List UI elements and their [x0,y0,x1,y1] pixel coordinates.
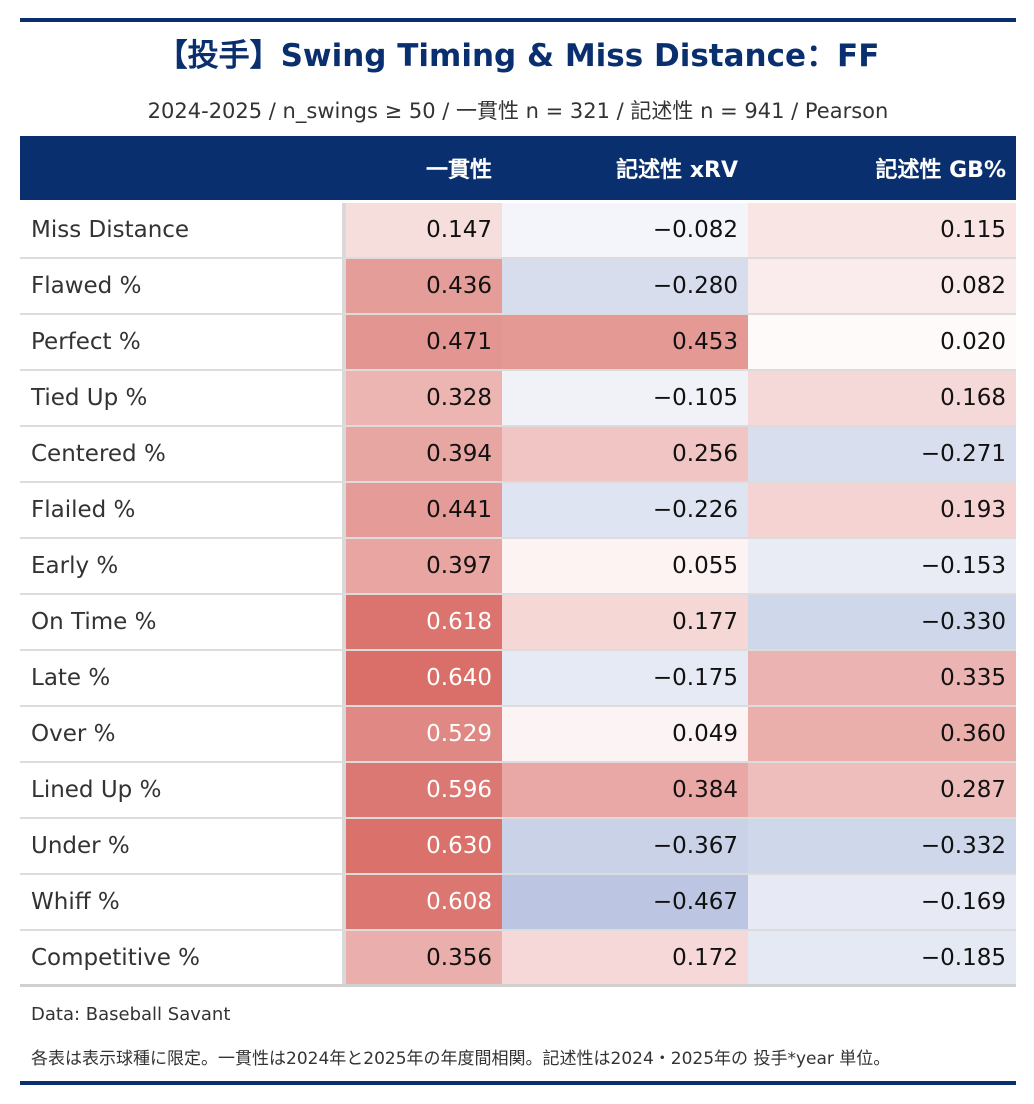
value-cell-gb: 0.082 [748,259,1016,313]
table-row: Over % 0.529 0.049 0.360 [20,707,1016,763]
value-cell-gb: −0.169 [748,875,1016,929]
row-separator [342,203,346,257]
value-cell-xrv: −0.175 [502,651,748,705]
table-row: Tied Up % 0.328 −0.105 0.168 [20,371,1016,427]
value-cell-gb: 0.168 [748,371,1016,425]
table-row: Perfect % 0.471 0.453 0.020 [20,315,1016,371]
row-label: On Time % [20,595,342,649]
row-separator [342,875,346,929]
column-header-xrv: 記述性 xRV [616,158,738,183]
value-cell-gb: −0.271 [748,427,1016,481]
value-cell-xrv: 0.172 [502,931,748,984]
table-row: Flailed % 0.441 −0.226 0.193 [20,483,1016,539]
value-cell-xrv: −0.105 [502,371,748,425]
table-row: Miss Distance 0.147 −0.082 0.115 [20,203,1016,259]
row-separator [342,931,346,984]
value-cell-consistency: 0.147 [346,203,502,257]
value-cell-consistency: 0.436 [346,259,502,313]
value-cell-gb: 0.360 [748,707,1016,761]
column-header-gb: 記述性 GB% [875,158,1006,183]
row-label: Late % [20,651,342,705]
row-separator [342,371,346,425]
bottom-rule [20,1081,1016,1085]
value-cell-gb: 0.287 [748,763,1016,817]
row-separator [342,763,346,817]
table-row: Flawed % 0.436 −0.280 0.082 [20,259,1016,315]
row-label: Centered % [20,427,342,481]
header-label-spacer [20,136,346,200]
row-separator [342,427,346,481]
row-separator [342,315,346,369]
table-row: On Time % 0.618 0.177 −0.330 [20,595,1016,651]
value-cell-xrv: 0.177 [502,595,748,649]
table-row: Lined Up % 0.596 0.384 0.287 [20,763,1016,819]
row-label: Perfect % [20,315,342,369]
value-cell-consistency: 0.630 [346,819,502,873]
row-separator [342,539,346,593]
row-separator [342,595,346,649]
value-cell-gb: −0.153 [748,539,1016,593]
value-cell-consistency: 0.397 [346,539,502,593]
row-separator [342,651,346,705]
row-label: Tied Up % [20,371,342,425]
value-cell-xrv: 0.256 [502,427,748,481]
row-label: Lined Up % [20,763,342,817]
value-cell-consistency: 0.596 [346,763,502,817]
top-rule [20,18,1016,22]
chart-subtitle: 2024-2025 / n_swings ≥ 50 / 一貫性 n = 321 … [147,99,889,123]
data-source: Data: Baseball Savant [31,1004,231,1025]
value-cell-consistency: 0.441 [346,483,502,537]
value-cell-consistency: 0.356 [346,931,502,984]
value-cell-gb: −0.332 [748,819,1016,873]
value-cell-xrv: −0.226 [502,483,748,537]
row-label: Whiff % [20,875,342,929]
value-cell-xrv: −0.467 [502,875,748,929]
row-label: Miss Distance [20,203,342,257]
value-cell-xrv: 0.453 [502,315,748,369]
value-cell-consistency: 0.608 [346,875,502,929]
value-cell-gb: 0.193 [748,483,1016,537]
table-body: Miss Distance 0.147 −0.082 0.115 Flawed % 0.4… [20,203,1016,987]
row-separator [342,819,346,873]
row-separator [342,259,346,313]
value-cell-consistency: 0.328 [346,371,502,425]
row-separator [342,483,346,537]
value-cell-gb: 0.115 [748,203,1016,257]
value-cell-gb: 0.335 [748,651,1016,705]
value-cell-xrv: −0.367 [502,819,748,873]
value-cell-xrv: −0.280 [502,259,748,313]
row-label: Early % [20,539,342,593]
value-cell-consistency: 0.471 [346,315,502,369]
row-label: Competitive % [20,931,342,984]
column-header-consistency: 一貫性 [425,158,492,183]
table-row: Competitive % 0.356 0.172 −0.185 [20,931,1016,987]
table-row: Whiff % 0.608 −0.467 −0.169 [20,875,1016,931]
table-row: Late % 0.640 −0.175 0.335 [20,651,1016,707]
value-cell-consistency: 0.618 [346,595,502,649]
value-cell-gb: −0.185 [748,931,1016,984]
table-row: Under % 0.630 −0.367 −0.332 [20,819,1016,875]
value-cell-xrv: 0.384 [502,763,748,817]
table-row: Early % 0.397 0.055 −0.153 [20,539,1016,595]
row-label: Flailed % [20,483,342,537]
row-label: Under % [20,819,342,873]
value-cell-consistency: 0.640 [346,651,502,705]
value-cell-gb: −0.330 [748,595,1016,649]
value-cell-consistency: 0.529 [346,707,502,761]
row-label: Over % [20,707,342,761]
value-cell-xrv: −0.082 [502,203,748,257]
table-row: Centered % 0.394 0.256 −0.271 [20,427,1016,483]
value-cell-gb: 0.020 [748,315,1016,369]
footnote: 各表は表示球種に限定。一貫性は2024年と2025年の年度間相関。記述性は202… [31,1049,891,1069]
value-cell-consistency: 0.394 [346,427,502,481]
value-cell-xrv: 0.055 [502,539,748,593]
row-label: Flawed % [20,259,342,313]
correlation-table: 一貫性 記述性 xRV 記述性 GB% Miss Distance 0.147 −0… [20,136,1016,987]
row-separator [342,707,346,761]
value-cell-xrv: 0.049 [502,707,748,761]
table-header: 一貫性 記述性 xRV 記述性 GB% [20,136,1016,200]
chart-title: 【投手】Swing Timing & Miss Distance：FF [156,38,880,74]
